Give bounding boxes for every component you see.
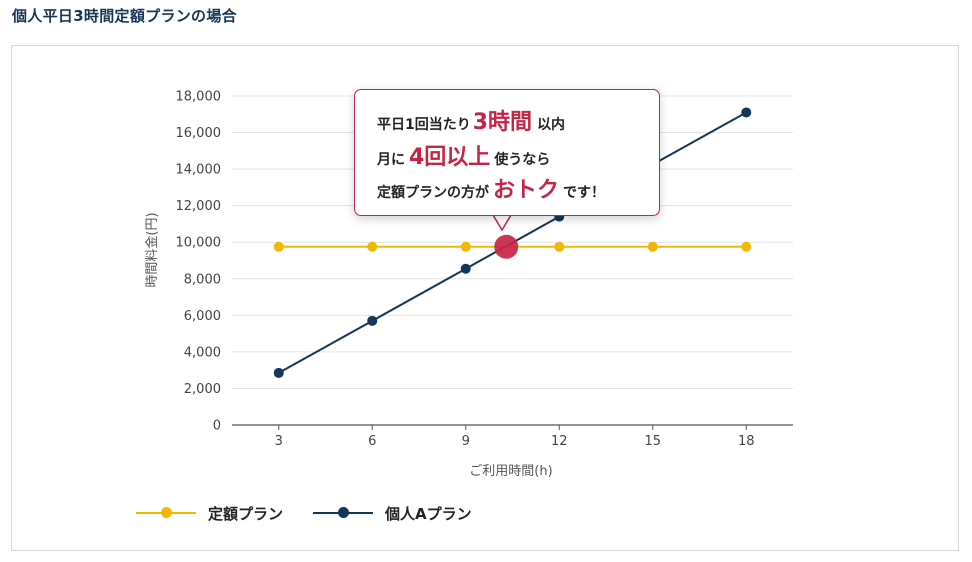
y-tick-label: 6,000	[184, 309, 221, 324]
x-tick-label: 18	[738, 434, 755, 449]
y-tick-label: 12,000	[176, 199, 222, 214]
section-heading: 個人平日3時間定額プランの場合	[12, 7, 237, 25]
legend-label: 個人Aプラン	[385, 504, 472, 523]
x-tick-label: 3	[275, 434, 283, 449]
legend-dot-icon	[338, 507, 349, 518]
x-tick-label: 9	[462, 434, 470, 449]
callout-text: 定額プランの方が	[377, 185, 489, 201]
data-point	[741, 241, 752, 252]
legend-line-icon	[136, 507, 196, 518]
callout-text: 使うなら	[494, 152, 551, 168]
callout-emphasis: 4回以上	[409, 145, 491, 170]
x-tick-label: 6	[368, 434, 376, 449]
callout-text: です！	[563, 185, 606, 201]
data-point	[367, 315, 378, 326]
callout-text: 月に	[377, 152, 405, 168]
data-point	[647, 241, 658, 252]
legend-label: 定額プラン	[208, 504, 284, 523]
data-point	[273, 367, 284, 378]
legend-item-teigaku: 定額プラン	[136, 502, 283, 524]
data-point	[460, 241, 471, 252]
data-point	[460, 263, 471, 274]
x-axis-label: ご利用時間(h)	[469, 463, 552, 479]
y-tick-label: 14,000	[176, 163, 222, 178]
y-tick-label: 8,000	[184, 272, 221, 287]
data-point	[367, 241, 378, 252]
callout-line-3: 定額プランの方が おトク です！	[377, 172, 605, 204]
callout-line-2: 月に 4回以上 使うなら	[377, 139, 550, 171]
x-tick-label: 15	[644, 434, 661, 449]
callout-pointer	[491, 214, 513, 232]
y-tick-label: 0	[213, 419, 221, 434]
callout-line-1: 平日1回当たり3時間 以内	[377, 104, 565, 136]
intersection-marker	[494, 234, 519, 259]
callout-box: 平日1回当たり3時間 以内 月に 4回以上 使うなら 定額プランの方が おトク です！	[354, 89, 660, 216]
y-tick-label: 4,000	[184, 345, 221, 360]
y-tick-label: 18,000	[176, 90, 222, 105]
x-tick-labels: 3 6 9 12 15 18	[275, 425, 755, 449]
data-point	[741, 107, 752, 118]
callout-emphasis: 3時間	[472, 110, 533, 135]
y-axis-label: 時間料金(円)	[144, 212, 160, 287]
y-tick-label: 10,000	[176, 236, 222, 251]
data-point	[273, 241, 284, 252]
legend-item-kojin: 個人Aプラン	[313, 502, 472, 524]
y-tick-label: 16,000	[176, 126, 222, 141]
legend-dot-icon	[161, 507, 172, 518]
y-tick-labels: 0 2,000 4,000 6,000 8,000 10,000 12,000 14,000 1…	[176, 90, 222, 434]
chart-panel	[11, 45, 959, 551]
x-tick-label: 12	[551, 434, 568, 449]
callout-emphasis: おトク	[493, 178, 560, 203]
callout-text: 平日1回当たり	[377, 117, 471, 133]
y-tick-label: 2,000	[184, 382, 221, 397]
legend-line-icon	[313, 507, 373, 518]
data-point	[554, 241, 565, 252]
callout-text: 以内	[537, 117, 566, 133]
